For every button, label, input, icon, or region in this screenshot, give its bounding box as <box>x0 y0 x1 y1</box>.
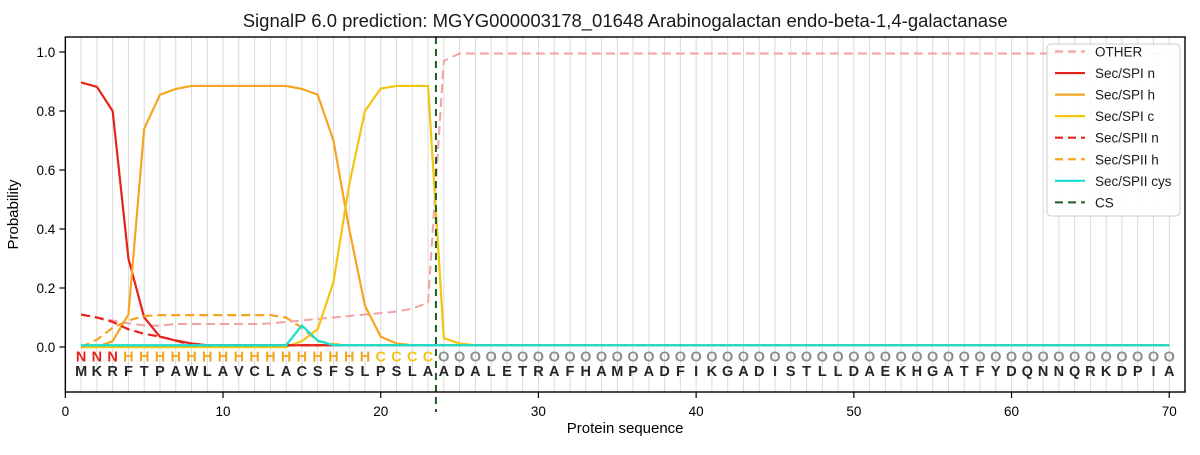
svg-text:30: 30 <box>531 404 546 419</box>
svg-text:S: S <box>392 364 402 380</box>
svg-text:L: L <box>408 364 417 380</box>
svg-text:A: A <box>281 364 292 380</box>
svg-text:I: I <box>773 364 777 380</box>
svg-text:C: C <box>297 364 308 380</box>
svg-text:A: A <box>1164 364 1175 380</box>
svg-text:A: A <box>738 364 749 380</box>
svg-text:P: P <box>376 364 386 380</box>
svg-text:W: W <box>185 364 199 380</box>
svg-text:Sec/SPI h: Sec/SPI h <box>1095 88 1155 103</box>
svg-text:G: G <box>927 364 938 380</box>
svg-text:S: S <box>313 364 323 380</box>
svg-text:Y: Y <box>991 364 1001 380</box>
svg-text:CS: CS <box>1095 195 1114 210</box>
svg-text:A: A <box>423 364 434 380</box>
svg-text:A: A <box>218 364 229 380</box>
svg-text:0.6: 0.6 <box>37 163 56 178</box>
svg-text:L: L <box>818 364 827 380</box>
svg-text:Sec/SPII cys: Sec/SPII cys <box>1095 174 1172 189</box>
svg-text:H: H <box>581 364 591 380</box>
svg-text:D: D <box>454 364 464 380</box>
svg-text:A: A <box>644 364 655 380</box>
svg-text:V: V <box>234 364 244 380</box>
svg-text:P: P <box>628 364 638 380</box>
svg-text:1.0: 1.0 <box>37 45 56 60</box>
svg-text:L: L <box>266 364 275 380</box>
svg-text:D: D <box>1117 364 1127 380</box>
svg-text:R: R <box>107 364 118 380</box>
svg-text:D: D <box>659 364 669 380</box>
svg-text:OTHER: OTHER <box>1095 45 1143 60</box>
svg-text:D: D <box>849 364 859 380</box>
svg-text:0.2: 0.2 <box>37 281 56 296</box>
svg-text:P: P <box>155 364 165 380</box>
svg-text:Q: Q <box>1069 364 1080 380</box>
svg-text:H: H <box>912 364 922 380</box>
svg-text:Sec/SPII h: Sec/SPII h <box>1095 152 1159 167</box>
svg-text:A: A <box>470 364 481 380</box>
svg-text:R: R <box>533 364 544 380</box>
svg-text:E: E <box>502 364 512 380</box>
svg-text:Probability: Probability <box>5 179 22 250</box>
svg-text:0.0: 0.0 <box>37 340 56 355</box>
svg-text:F: F <box>676 364 685 380</box>
svg-text:50: 50 <box>846 404 861 419</box>
svg-text:K: K <box>1101 364 1112 380</box>
svg-text:L: L <box>361 364 370 380</box>
svg-text:A: A <box>439 364 450 380</box>
svg-text:60: 60 <box>1004 404 1019 419</box>
svg-text:A: A <box>943 364 954 380</box>
svg-text:M: M <box>611 364 623 380</box>
svg-text:Sec/SPI n: Sec/SPI n <box>1095 66 1155 81</box>
svg-text:T: T <box>802 364 811 380</box>
svg-text:D: D <box>754 364 764 380</box>
svg-text:F: F <box>124 364 133 380</box>
svg-text:A: A <box>596 364 607 380</box>
svg-text:Sec/SPI c: Sec/SPI c <box>1095 109 1155 124</box>
svg-text:F: F <box>566 364 575 380</box>
svg-text:I: I <box>1151 364 1155 380</box>
svg-text:S: S <box>344 364 354 380</box>
svg-text:G: G <box>722 364 733 380</box>
svg-text:L: L <box>203 364 212 380</box>
svg-text:0: 0 <box>62 404 70 419</box>
svg-text:Sec/SPII n: Sec/SPII n <box>1095 131 1159 146</box>
svg-text:E: E <box>881 364 891 380</box>
svg-text:A: A <box>549 364 560 380</box>
svg-text:I: I <box>694 364 698 380</box>
svg-text:40: 40 <box>689 404 704 419</box>
svg-text:10: 10 <box>216 404 231 419</box>
svg-text:C: C <box>249 364 260 380</box>
svg-text:D: D <box>1006 364 1016 380</box>
svg-text:70: 70 <box>1162 404 1177 419</box>
svg-text:A: A <box>170 364 181 380</box>
svg-text:F: F <box>329 364 338 380</box>
svg-text:0.8: 0.8 <box>37 104 56 119</box>
svg-text:N: N <box>1054 364 1064 380</box>
svg-text:R: R <box>1085 364 1096 380</box>
svg-text:N: N <box>1038 364 1048 380</box>
svg-text:L: L <box>487 364 496 380</box>
svg-text:T: T <box>960 364 969 380</box>
svg-text:F: F <box>976 364 985 380</box>
svg-text:T: T <box>140 364 149 380</box>
svg-text:P: P <box>1133 364 1143 380</box>
svg-text:A: A <box>864 364 875 380</box>
svg-text:K: K <box>896 364 907 380</box>
svg-text:Protein sequence: Protein sequence <box>567 420 684 437</box>
svg-text:K: K <box>92 364 103 380</box>
svg-text:T: T <box>518 364 527 380</box>
svg-text:Q: Q <box>1022 364 1033 380</box>
svg-text:S: S <box>786 364 796 380</box>
svg-text:SignalP 6.0 prediction: MGYG00: SignalP 6.0 prediction: MGYG000003178_01… <box>243 10 1008 32</box>
svg-text:20: 20 <box>373 404 388 419</box>
svg-text:0.4: 0.4 <box>37 222 56 237</box>
svg-text:M: M <box>75 364 87 380</box>
svg-text:K: K <box>707 364 718 380</box>
svg-text:L: L <box>834 364 843 380</box>
